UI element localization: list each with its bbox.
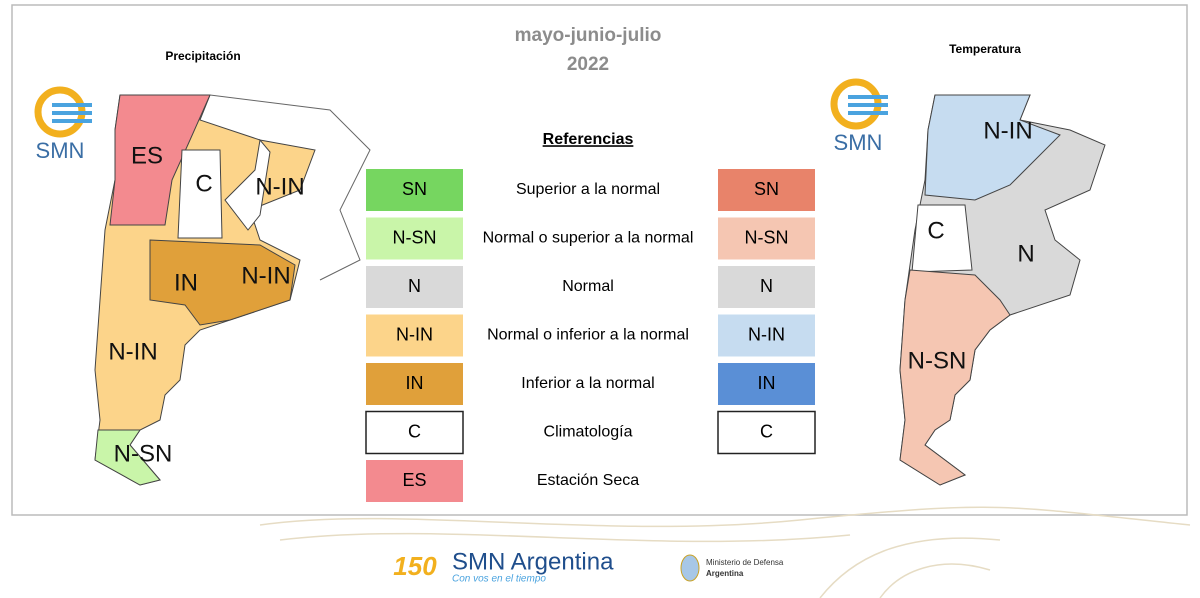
map-label: C	[927, 217, 944, 244]
map-title: Precipitación	[165, 49, 240, 63]
map-title: Temperatura	[949, 42, 1021, 56]
temp-map: Temperatura SMN N-IN C N N-SN	[830, 42, 1106, 486]
legend-swatch	[366, 169, 463, 211]
region	[911, 204, 973, 273]
legend-code: N-SN	[393, 227, 437, 247]
precip-map: Precipitación SMN ES C N-IN IN N-IN N-IN…	[34, 49, 371, 486]
legend-swatch	[718, 217, 815, 260]
map-label: N-SN	[114, 440, 173, 467]
legend-code: ES	[402, 470, 426, 490]
legend-code: C	[760, 421, 773, 441]
ministry: Ministerio de Defensa	[706, 558, 784, 567]
legend-code: N	[760, 276, 773, 296]
logo-waves	[848, 95, 888, 115]
legend-swatch	[717, 410, 816, 455]
legend-swatch	[366, 314, 463, 357]
legend-code: SN	[402, 179, 427, 199]
map-label: IN	[174, 269, 198, 296]
legend-swatch	[718, 314, 815, 357]
region	[224, 138, 271, 231]
legend-swatch	[718, 363, 815, 405]
legend-code: N	[408, 276, 421, 296]
legend-code: SN	[754, 179, 779, 199]
anniversary: 150	[393, 551, 437, 581]
year: 2022	[567, 54, 609, 75]
legend-swatch	[366, 217, 463, 260]
map-label: N-IN	[983, 117, 1032, 144]
legend-code: N-SN	[745, 227, 789, 247]
legend-swatch	[718, 169, 815, 211]
map-label: N	[1017, 240, 1034, 267]
region	[149, 239, 296, 326]
legend-swatch	[718, 266, 815, 308]
legend-description: Normal o inferior a la normal	[487, 327, 689, 344]
legend-swatch	[366, 460, 463, 502]
region	[924, 94, 1061, 201]
legend-code: C	[408, 421, 421, 441]
coat-of-arms	[680, 554, 700, 582]
region	[109, 94, 211, 226]
map-label: N-IN	[108, 338, 157, 365]
country: Argentina	[706, 569, 744, 578]
map-label: N-SN	[908, 347, 967, 374]
legend-code: N-IN	[748, 324, 785, 344]
legend-description: Superior a la normal	[516, 181, 660, 198]
map-label: N-IN	[241, 262, 290, 289]
logo-text: SMN	[36, 138, 85, 163]
tagline: Con vos en el tiempo	[452, 574, 546, 585]
region	[899, 269, 1011, 486]
legend: SN SN Superior a la normal N-SN N-SN Normal o…	[365, 169, 816, 502]
legend-description: Estación Seca	[537, 472, 639, 489]
legend-swatch	[366, 266, 463, 308]
legend-code: N-IN	[396, 324, 433, 344]
region	[94, 429, 161, 486]
legend-description: Normal o superior a la normal	[483, 230, 694, 247]
decoration	[259, 506, 1191, 598]
legend-description: Climatología	[544, 424, 633, 441]
legend-code: IN	[406, 373, 424, 393]
legend-swatch	[365, 410, 464, 455]
legend-code: IN	[758, 373, 776, 393]
map-label: C	[195, 170, 212, 197]
legend-description: Normal	[562, 278, 614, 295]
brand: SMN Argentina	[452, 548, 614, 575]
legend-swatch	[366, 363, 463, 405]
border	[209, 94, 371, 281]
logo-text: SMN	[834, 130, 883, 155]
map-label: N-IN	[255, 173, 304, 200]
title: mayo-junio-julio	[515, 25, 662, 46]
region	[177, 149, 223, 239]
map-label: ES	[131, 142, 163, 169]
legend-description: Inferior a la normal	[521, 375, 654, 392]
logo-waves	[52, 103, 92, 123]
legend-title: Referencias	[543, 131, 634, 148]
